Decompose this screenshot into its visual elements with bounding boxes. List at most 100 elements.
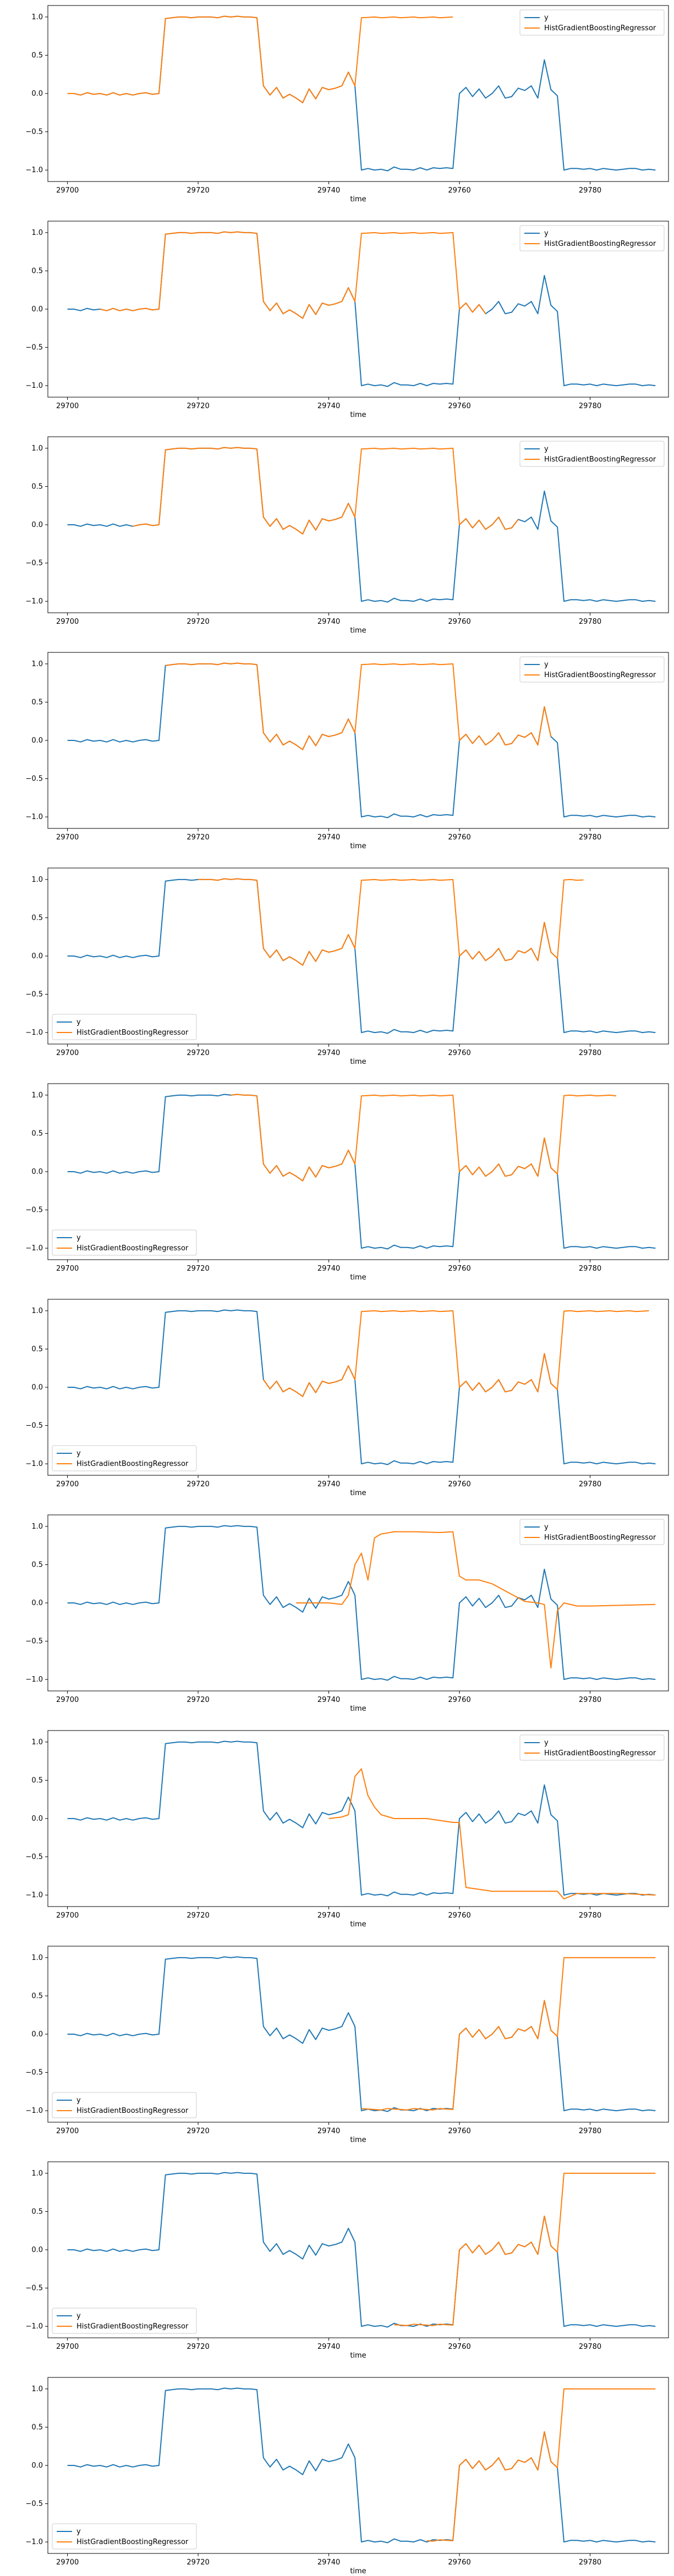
legend-label: y [76, 1234, 81, 1242]
x-tick-label: 29740 [317, 833, 340, 842]
legend-label: y [76, 1018, 81, 1026]
x-tick-label: 29700 [56, 1696, 79, 1704]
x-tick-label: 29720 [187, 1696, 209, 1704]
legend-label: HistGradientBoostingRegressor [76, 2538, 189, 2546]
legend-label: y [76, 2312, 81, 2320]
legend-label: HistGradientBoostingRegressor [544, 671, 656, 679]
x-axis-label: time [350, 627, 366, 635]
subplot-3: −1.0 −0.5 0.0 0.5 1.0 29700 29720 29740 29760 297… [25, 436, 669, 635]
x-tick-label: 29740 [317, 2343, 340, 2351]
legend: y HistGradientBoostingRegressor [52, 1229, 197, 1256]
legend-label: y [544, 14, 549, 22]
legend-box [519, 1734, 665, 1761]
subplot-10: −1.0 −0.5 0.0 0.5 1.0 29700 29720 29740 29760 297… [25, 1946, 669, 2144]
x-tick-label: 29740 [317, 618, 340, 626]
y-tick-label: −0.5 [25, 1853, 43, 1861]
y-tick-label: −1.0 [25, 597, 43, 606]
x-axis-label: time [350, 2136, 366, 2144]
y-tick-label: 0.0 [31, 2030, 43, 2039]
x-axis-label: time [350, 1058, 366, 1066]
x-tick-label: 29720 [187, 186, 209, 195]
x-tick-label: 29780 [579, 618, 601, 626]
subplot-12: −1.0 −0.5 0.0 0.5 1.0 29700 29720 29740 29760 297… [25, 2377, 669, 2575]
y-tick-label: 0.0 [31, 2462, 43, 2470]
legend: y HistGradientBoostingRegressor [519, 225, 665, 251]
y-tick-label: −0.5 [25, 1422, 43, 1430]
x-tick-label: 29760 [448, 1265, 470, 1273]
x-tick-label: 29760 [448, 2343, 470, 2351]
legend: y HistGradientBoostingRegressor [52, 2523, 197, 2550]
legend: y HistGradientBoostingRegressor [52, 1445, 197, 1471]
y-tick-label: −1.0 [25, 813, 43, 821]
x-tick-label: 29740 [317, 1049, 340, 1057]
x-tick-label: 29700 [56, 1049, 79, 1057]
x-tick-label: 29780 [579, 2343, 601, 2351]
x-axis-label: time [350, 1489, 366, 1497]
y-tick-label: 0.5 [31, 2423, 43, 2431]
legend-label: y [544, 445, 549, 453]
x-tick-label: 29780 [579, 833, 601, 842]
legend: y HistGradientBoostingRegressor [52, 2308, 197, 2334]
series-y-line [67, 1525, 656, 1681]
x-tick-label: 29760 [448, 618, 470, 626]
legend-label: y [544, 661, 549, 669]
x-tick-label: 29700 [56, 186, 79, 195]
x-axis-label: time [350, 1705, 366, 1713]
series-prediction-line [198, 878, 584, 966]
legend-box [52, 2308, 197, 2334]
x-tick-label: 29780 [579, 186, 601, 195]
y-tick-label: −0.5 [25, 1206, 43, 1215]
y-tick-label: 0.0 [31, 1599, 43, 1607]
x-tick-label: 29760 [448, 186, 470, 195]
series-prediction-line [296, 1531, 656, 1669]
series-prediction-line [426, 2388, 656, 2542]
series-prediction-line [100, 231, 486, 319]
x-tick-label: 29740 [317, 1265, 340, 1273]
legend-box [52, 2523, 197, 2550]
y-tick-label: 1.0 [31, 2385, 43, 2393]
y-tick-label: 1.0 [31, 1091, 43, 1100]
x-tick-label: 29720 [187, 2343, 209, 2351]
x-tick-label: 29700 [56, 1265, 79, 1273]
y-tick-label: 1.0 [31, 1523, 43, 1531]
legend-box [519, 9, 665, 36]
x-tick-label: 29720 [187, 2127, 209, 2135]
x-axis-label: time [350, 1273, 366, 1282]
x-tick-label: 29780 [579, 1265, 601, 1273]
x-tick-label: 29780 [579, 402, 601, 410]
x-tick-label: 29720 [187, 618, 209, 626]
y-tick-label: −0.5 [25, 775, 43, 783]
y-tick-label: 1.0 [31, 2169, 43, 2178]
legend-box [52, 1445, 197, 1471]
y-tick-label: 1.0 [31, 1738, 43, 1746]
legend-label: HistGradientBoostingRegressor [544, 24, 656, 32]
x-axis-label: time [350, 195, 366, 204]
x-tick-label: 29700 [56, 2558, 79, 2567]
legend-label: HistGradientBoostingRegressor [544, 1749, 656, 1757]
y-tick-label: 0.0 [31, 305, 43, 314]
series-prediction-line [361, 1957, 656, 2111]
x-tick-label: 29760 [448, 833, 470, 842]
legend: y HistGradientBoostingRegressor [52, 2092, 197, 2118]
y-tick-label: −1.0 [25, 166, 43, 174]
x-tick-label: 29780 [579, 1480, 601, 1489]
x-tick-label: 29740 [317, 186, 340, 195]
y-tick-label: −1.0 [25, 2538, 43, 2546]
legend: y HistGradientBoostingRegressor [519, 9, 665, 36]
legend-label: HistGradientBoostingRegressor [76, 1460, 189, 1468]
legend-label: HistGradientBoostingRegressor [544, 455, 656, 464]
legend-label: HistGradientBoostingRegressor [76, 2322, 189, 2331]
x-axis-label: time [350, 411, 366, 419]
x-tick-label: 29780 [579, 1912, 601, 1920]
x-tick-label: 29700 [56, 1480, 79, 1489]
legend-label: y [76, 2528, 81, 2536]
legend-box [52, 2092, 197, 2118]
x-tick-label: 29760 [448, 2127, 470, 2135]
y-tick-label: 0.5 [31, 914, 43, 922]
x-tick-label: 29780 [579, 1049, 601, 1057]
subplot-11: −1.0 −0.5 0.0 0.5 1.0 29700 29720 29740 29760 297… [25, 2161, 669, 2360]
y-tick-label: 0.5 [31, 2207, 43, 2216]
y-tick-label: −0.5 [25, 344, 43, 352]
subplot-6: −1.0 −0.5 0.0 0.5 1.0 29700 29720 29740 29760 297… [25, 1083, 669, 1282]
